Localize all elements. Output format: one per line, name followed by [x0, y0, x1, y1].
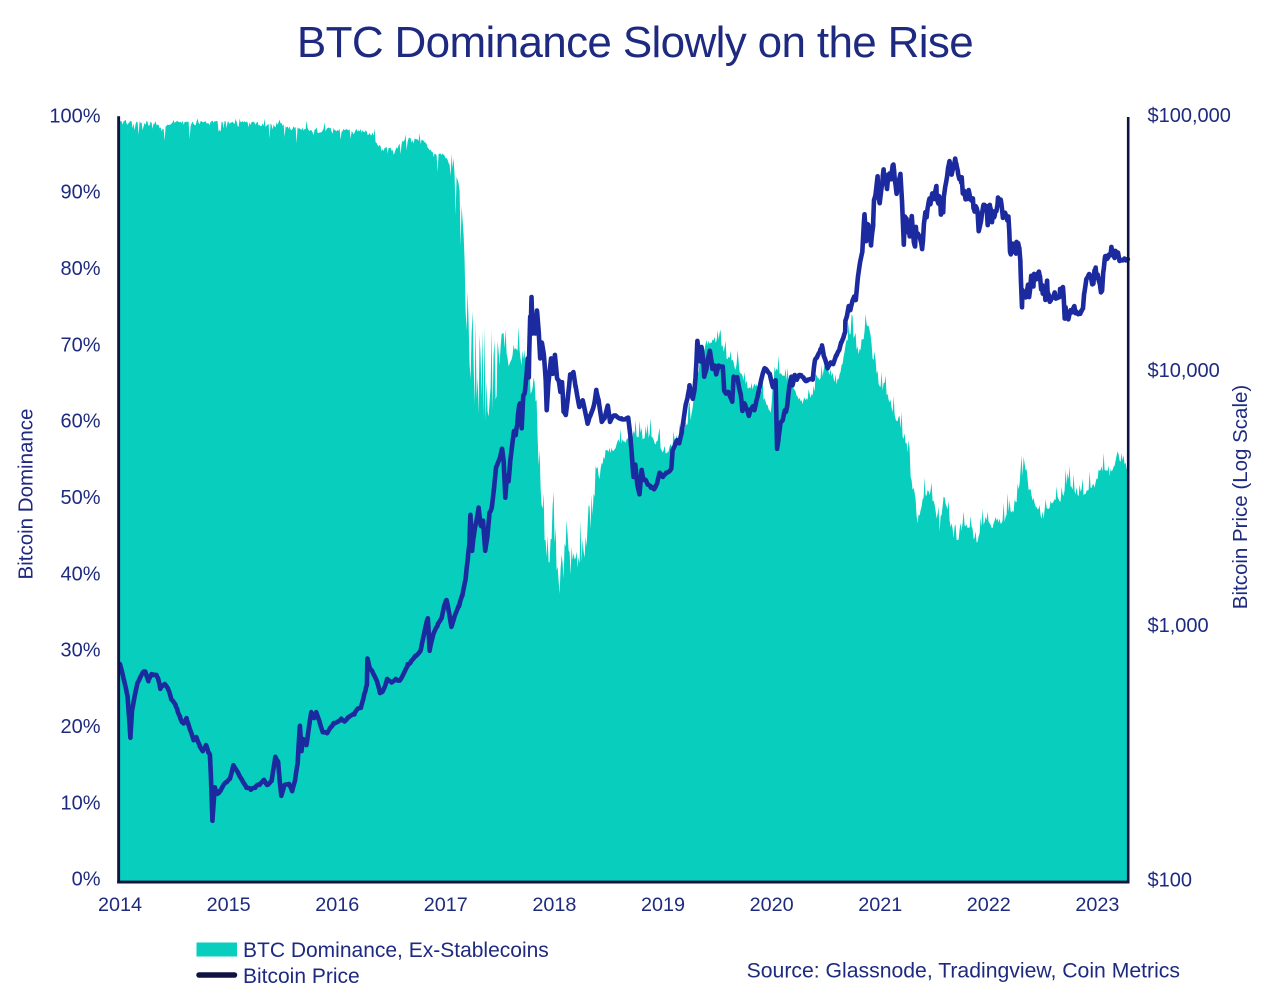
- svg-text:2023: 2023: [1075, 894, 1119, 916]
- svg-text:30%: 30%: [60, 640, 100, 662]
- svg-text:2022: 2022: [967, 894, 1011, 916]
- svg-text:2019: 2019: [641, 894, 685, 916]
- svg-text:40%: 40%: [60, 563, 100, 585]
- svg-text:60%: 60%: [60, 411, 100, 433]
- svg-text:2021: 2021: [858, 894, 902, 916]
- svg-text:$100,000: $100,000: [1148, 105, 1231, 127]
- svg-text:Source: Glassnode, Tradingview: Source: Glassnode, Tradingview, Coin Met…: [747, 960, 1180, 983]
- svg-text:50%: 50%: [60, 487, 100, 509]
- svg-text:Bitcoin Price: Bitcoin Price: [243, 965, 360, 988]
- svg-text:90%: 90%: [60, 182, 100, 204]
- svg-text:10%: 10%: [60, 792, 100, 814]
- svg-text:$10,000: $10,000: [1148, 360, 1220, 382]
- svg-text:Bitcoin Price (Log Scale): Bitcoin Price (Log Scale): [1229, 385, 1252, 609]
- svg-text:2015: 2015: [207, 894, 251, 916]
- svg-text:20%: 20%: [60, 716, 100, 738]
- svg-text:0%: 0%: [72, 869, 101, 891]
- svg-text:2016: 2016: [315, 894, 359, 916]
- svg-text:BTC Dominance Slowly on the Ri: BTC Dominance Slowly on the Rise: [297, 18, 973, 67]
- svg-text:80%: 80%: [60, 258, 100, 280]
- svg-text:70%: 70%: [60, 334, 100, 356]
- svg-text:2014: 2014: [98, 894, 142, 916]
- svg-text:2017: 2017: [424, 894, 468, 916]
- svg-text:Bitcoin Dominance: Bitcoin Dominance: [15, 409, 38, 580]
- svg-text:100%: 100%: [49, 105, 100, 127]
- svg-text:2018: 2018: [532, 894, 576, 916]
- svg-text:$100: $100: [1148, 870, 1193, 892]
- svg-text:BTC Dominance, Ex-Stablecoins: BTC Dominance, Ex-Stablecoins: [243, 939, 549, 962]
- svg-text:2020: 2020: [750, 894, 794, 916]
- svg-text:$1,000: $1,000: [1148, 615, 1209, 637]
